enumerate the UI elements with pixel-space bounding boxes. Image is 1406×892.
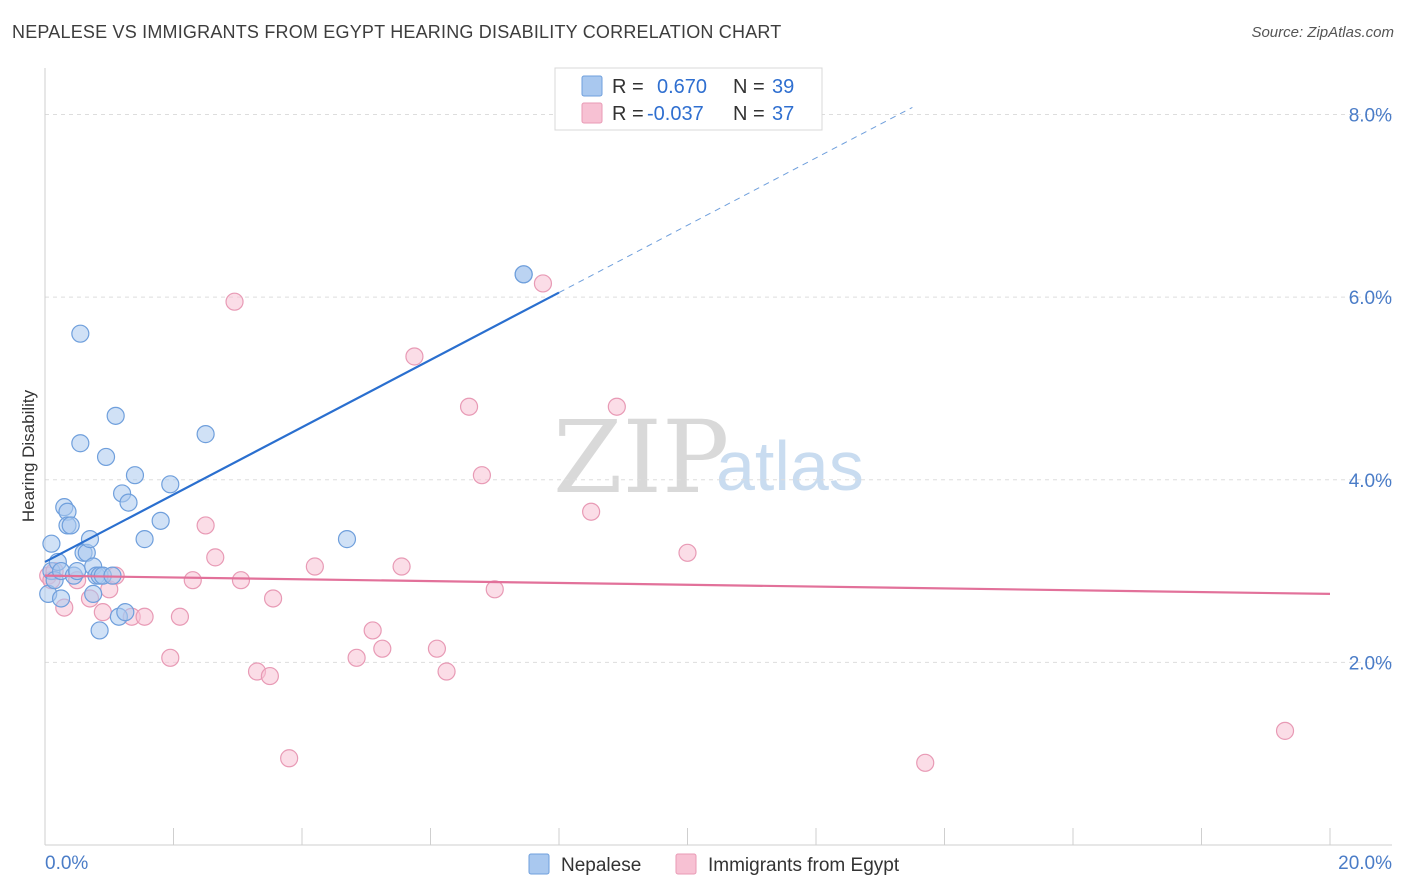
egypt-point xyxy=(459,397,479,416)
legend-swatch-nepalese xyxy=(581,75,603,97)
nepalese-point xyxy=(42,534,61,553)
nepalese-point xyxy=(135,530,154,549)
legend-n-label-1: N = xyxy=(733,76,765,98)
bottom-legend-swatch-egypt xyxy=(675,853,697,875)
nepalese-point xyxy=(514,265,533,284)
nepalese-point xyxy=(90,621,109,640)
y-tick-label: 2.0% xyxy=(1349,653,1392,674)
chart-title: NEPALESE VS IMMIGRANTS FROM EGYPT HEARIN… xyxy=(12,22,782,42)
legend-r-value-2: -0.037 xyxy=(647,103,704,125)
nepalese-point xyxy=(151,511,170,530)
egypt-point xyxy=(607,397,626,416)
egypt-point xyxy=(225,292,244,311)
egypt-point xyxy=(260,666,279,686)
egypt-point xyxy=(231,571,251,590)
egypt-point xyxy=(305,557,324,576)
watermark-zip: ZIP xyxy=(553,399,729,516)
egypt-point xyxy=(161,648,180,667)
egypt-point xyxy=(263,589,283,608)
legend-n-value-1: 39 xyxy=(772,76,794,98)
egypt-point xyxy=(1275,721,1295,740)
x-tick-label: 0.0% xyxy=(45,853,88,874)
egypt-point xyxy=(427,639,447,658)
grid xyxy=(45,114,1392,663)
nepalese-point xyxy=(96,447,116,467)
egypt-point xyxy=(472,466,491,485)
nepalese-point xyxy=(71,434,90,453)
egypt-point xyxy=(405,347,424,366)
egypt-point xyxy=(533,274,553,293)
egypt-point xyxy=(347,648,366,667)
egypt-point xyxy=(485,580,504,599)
nepalese-point xyxy=(51,589,71,608)
bottom-legend-nepalese: Nepalese xyxy=(561,855,641,876)
watermark-atlas: atlas xyxy=(716,427,864,505)
nepalese-point xyxy=(337,530,357,549)
egypt-point xyxy=(206,548,225,567)
nepalese-points xyxy=(39,265,533,640)
egypt-point xyxy=(183,571,202,590)
bottom-legend: Nepalese Immigrants from Egypt xyxy=(528,853,900,876)
nepalese-point xyxy=(71,324,90,343)
bottom-legend-egypt: Immigrants from Egypt xyxy=(708,855,900,876)
nepalese-point xyxy=(84,584,103,603)
egypt-point xyxy=(437,662,456,681)
nepalese-point xyxy=(61,516,80,535)
egypt-point xyxy=(582,502,601,521)
legend-r-label-2: R = xyxy=(612,103,644,125)
egypt-point xyxy=(678,543,697,562)
egypt-point xyxy=(170,607,190,626)
nepalese-point xyxy=(116,603,135,622)
nepalese-point xyxy=(106,406,125,425)
nepalese-point xyxy=(161,475,180,494)
x-tick-label: 20.0% xyxy=(1338,853,1392,874)
egypt-points xyxy=(39,274,1295,772)
egypt-point xyxy=(280,749,299,768)
nepalese-trend-line xyxy=(44,291,560,563)
egypt-point xyxy=(196,516,215,535)
nepalese-point xyxy=(196,425,215,444)
egypt-point xyxy=(93,603,112,622)
legend-n-label-2: N = xyxy=(733,103,765,125)
y-tick-label: 4.0% xyxy=(1349,471,1392,492)
legend-n-value-2: 37 xyxy=(772,103,794,125)
nepalese-point xyxy=(125,466,145,485)
egypt-point xyxy=(392,557,411,576)
y-axis-label: Hearing Disability xyxy=(19,389,38,522)
egypt-point xyxy=(373,639,392,658)
trend-lines xyxy=(44,106,1331,595)
egypt-point xyxy=(363,621,382,640)
bottom-legend-swatch-nepalese xyxy=(528,853,550,875)
nepalese-trend-extension xyxy=(558,106,913,294)
egypt-trend-line xyxy=(44,574,1331,595)
y-tick-label: 6.0% xyxy=(1349,288,1392,309)
egypt-point xyxy=(916,753,935,772)
source-label: Source: ZipAtlas.com xyxy=(1251,24,1394,41)
legend-r-label-1: R = xyxy=(612,76,644,98)
legend: R = 0.670 N = 39 R = -0.037 N = 37 xyxy=(554,67,823,131)
y-tick-label: 8.0% xyxy=(1349,106,1392,127)
egypt-point xyxy=(135,607,154,626)
axes: 2.0% 4.0% 6.0% 8.0% 0.0% 20.0% xyxy=(44,68,1392,874)
legend-r-value-1: 0.670 xyxy=(657,76,707,98)
legend-swatch-egypt xyxy=(581,102,603,124)
nepalese-point xyxy=(119,493,138,512)
